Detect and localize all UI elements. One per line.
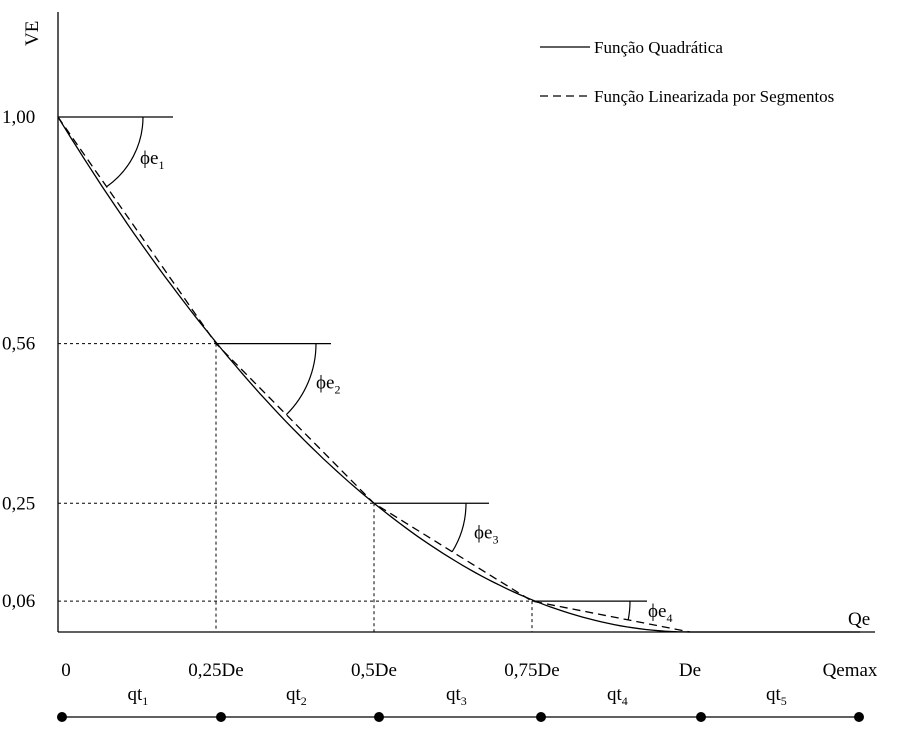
angle-label: ϕe3 [474,522,498,546]
x-tick-label: Qemax [823,660,878,681]
y-tick-label: 0,56 [2,334,35,355]
segment-label: qt3 [446,684,467,708]
y-tick-label: 0,06 [2,591,35,612]
segment-boundary-dot [696,712,706,722]
segment-label: qt1 [128,684,149,708]
quadratic-curve [57,116,691,633]
x-tick-label: 0 [61,660,71,681]
y-tick-label: 0,25 [2,493,35,514]
angle-arc [627,601,631,621]
angle-label: ϕe2 [316,373,340,397]
segment-label: qt5 [766,684,787,708]
angle-arc [285,343,317,416]
angle-label: ϕe1 [140,148,164,172]
y-axis-label: VE [22,21,43,46]
legend-solid-label: Função Quadrática [594,38,723,57]
x-tick-label: De [679,660,701,681]
angle-label: ϕe4 [648,601,672,625]
x-tick-label: 0,5De [351,660,397,681]
segment-boundary-dot [57,712,67,722]
segment-label: qt2 [286,684,307,708]
segment-boundary-dot [374,712,384,722]
x-tick-label: 0,25De [188,660,243,681]
angle-arc [106,116,144,188]
x-tick-label: 0,75De [504,660,559,681]
segment-label: qt4 [607,684,628,708]
segment-boundary-dot [216,712,226,722]
segment-boundary-dot [536,712,546,722]
x-axis-label: Qe [848,609,870,630]
linearized-curve [57,116,691,633]
y-tick-label: 1,00 [2,107,35,128]
segment-boundary-dot [854,712,864,722]
angle-arc [451,503,467,553]
legend-dashed-label: Função Linearizada por Segmentos [594,87,834,106]
chart-layer: 0 0,25De 0,5De 0,75De De Qemax 1,00 0,56 0,25 0,0… [2,107,878,722]
